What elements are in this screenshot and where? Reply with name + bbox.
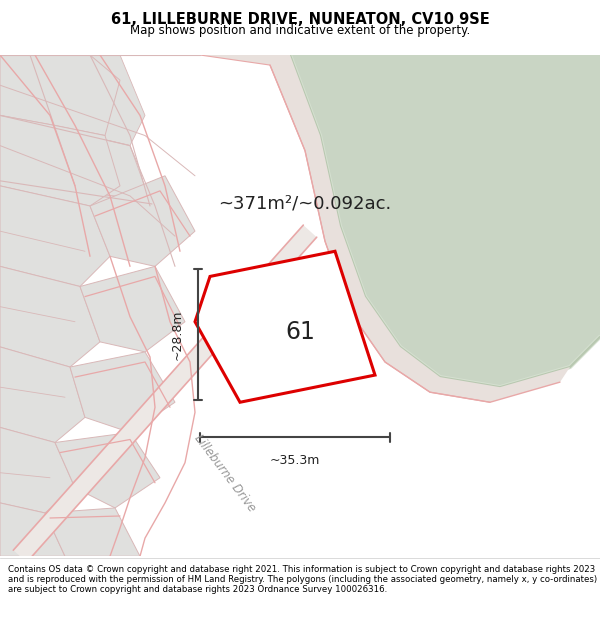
Polygon shape [45, 508, 140, 556]
Polygon shape [0, 503, 65, 556]
Polygon shape [0, 55, 145, 146]
Polygon shape [13, 225, 317, 562]
Polygon shape [80, 266, 185, 352]
Polygon shape [0, 186, 110, 286]
Polygon shape [0, 181, 165, 256]
Text: ~371m²/~0.092ac.: ~371m²/~0.092ac. [218, 195, 392, 213]
Text: 61: 61 [285, 320, 315, 344]
Polygon shape [200, 55, 570, 403]
Polygon shape [0, 116, 120, 206]
Polygon shape [90, 176, 195, 266]
Polygon shape [195, 251, 375, 402]
Text: 61, LILLEBURNE DRIVE, NUNEATON, CV10 9SE: 61, LILLEBURNE DRIVE, NUNEATON, CV10 9SE [110, 12, 490, 27]
Polygon shape [0, 428, 75, 513]
Polygon shape [70, 352, 175, 432]
Text: Map shows position and indicative extent of the property.: Map shows position and indicative extent… [130, 24, 470, 38]
Polygon shape [0, 116, 150, 201]
Text: Contains OS data © Crown copyright and database right 2021. This information is : Contains OS data © Crown copyright and d… [8, 564, 597, 594]
Polygon shape [0, 266, 100, 367]
Text: Lilleburne Drive: Lilleburne Drive [192, 431, 258, 514]
Text: ~35.3m: ~35.3m [270, 454, 320, 467]
Polygon shape [55, 432, 160, 508]
Polygon shape [0, 55, 120, 136]
Polygon shape [215, 55, 600, 387]
Text: ~28.8m: ~28.8m [171, 309, 184, 360]
Polygon shape [0, 347, 85, 442]
